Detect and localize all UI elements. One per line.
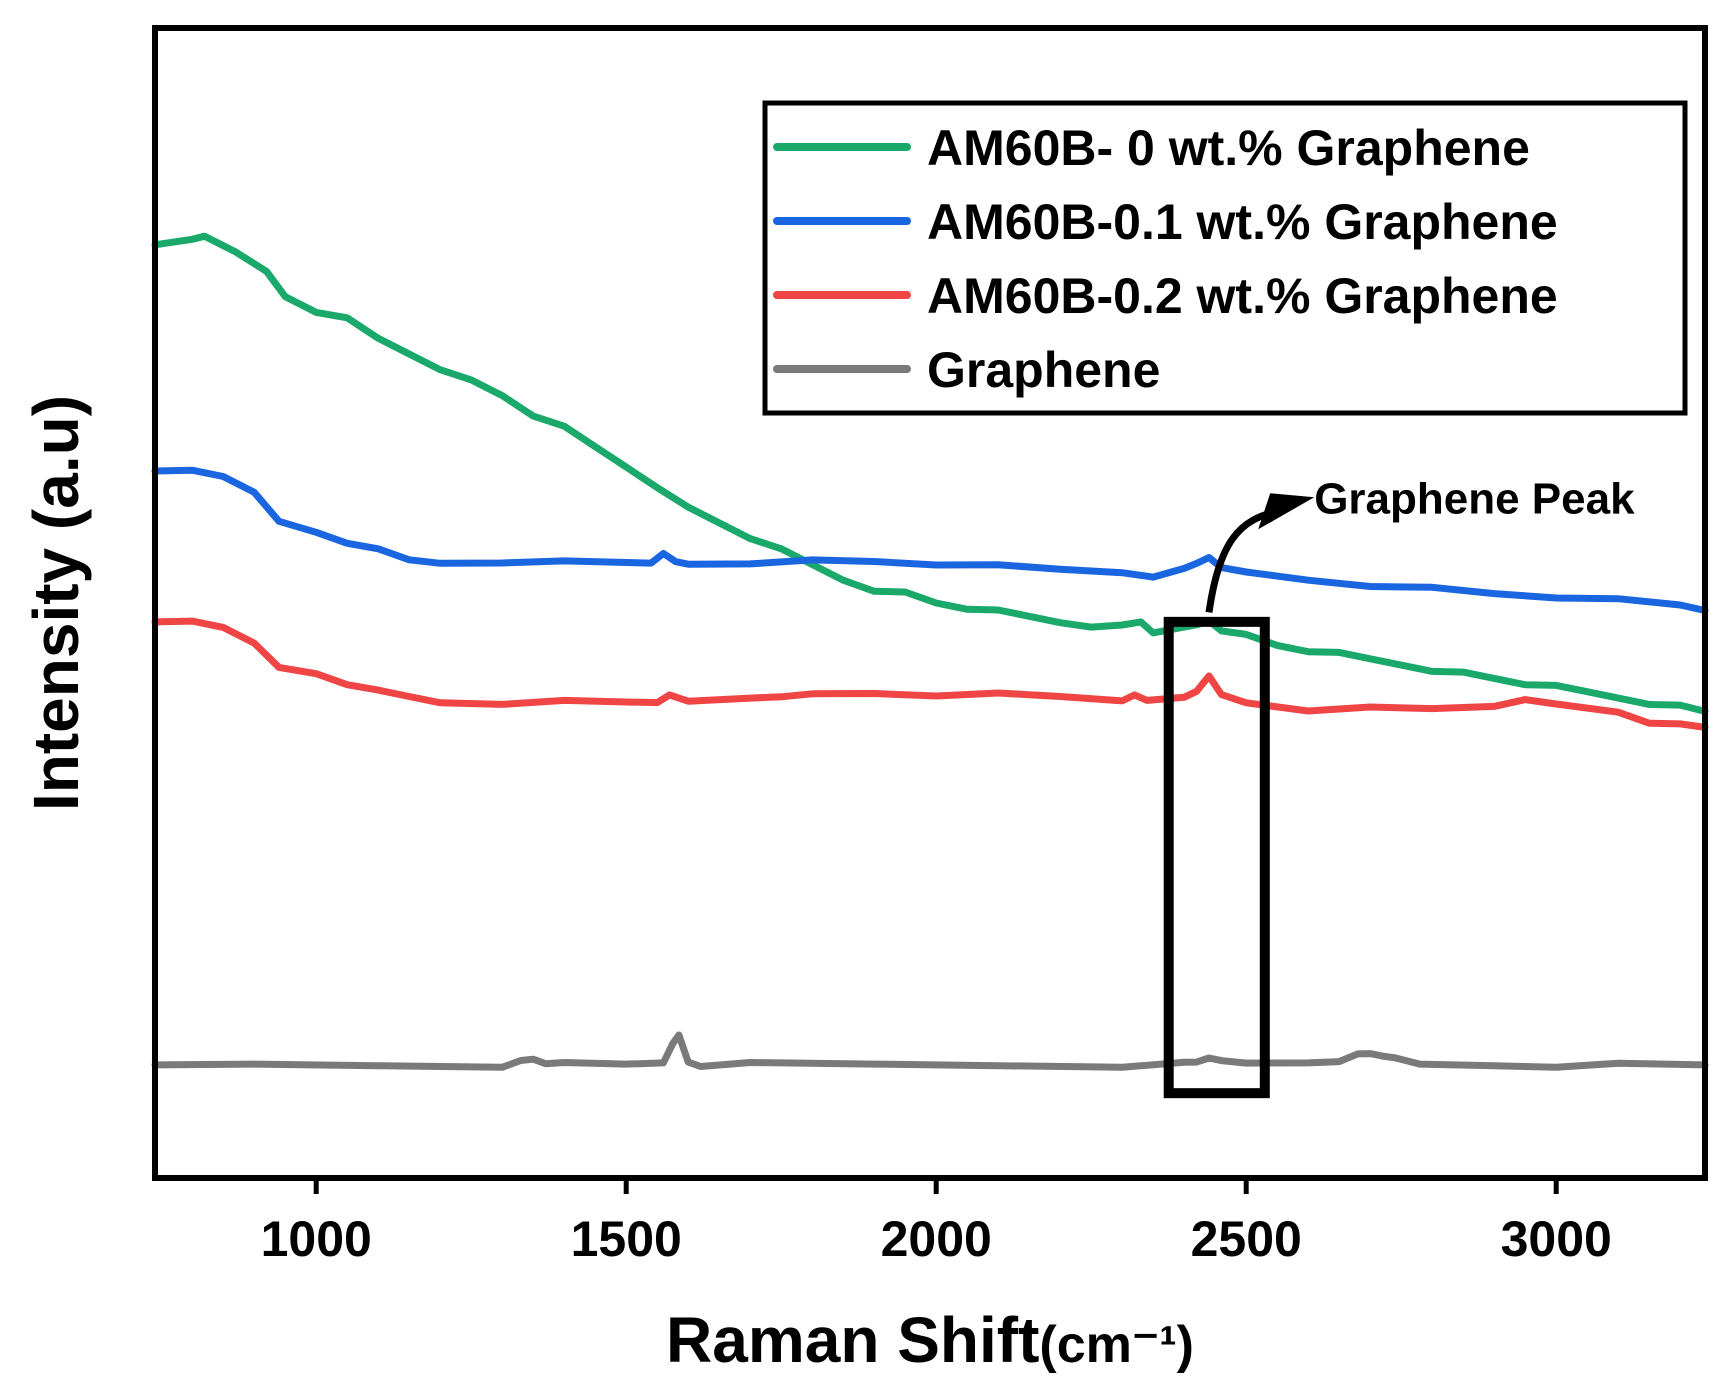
graphene-peak-label: Graphene Peak: [1314, 474, 1635, 523]
x-axis-ticks: 1000 1500 2000 2500 3000: [261, 1178, 1612, 1267]
x-tick-label-0: 1000: [261, 1211, 372, 1267]
plot-frame: [152, 25, 1708, 1181]
y-axis-title: Intensity (a.u): [20, 395, 92, 811]
x-tick-label-3: 2500: [1191, 1211, 1302, 1267]
graphene-peak-box: [1163, 616, 1270, 1099]
x-tick-label-2: 2000: [881, 1211, 992, 1267]
legend: AM60B- 0 wt.% Graphene AM60B-0.1 wt.% Gra…: [762, 100, 1688, 416]
legend-label-0: AM60B- 0 wt.% Graphene: [927, 120, 1530, 176]
series-line-0: [151, 232, 1709, 715]
series-line-1: [151, 466, 1709, 614]
graphene-peak-arrowhead: [1258, 493, 1315, 530]
legend-label-2: AM60B-0.2 wt.% Graphene: [927, 268, 1558, 324]
legend-label-1: AM60B-0.1 wt.% Graphene: [927, 194, 1558, 250]
legend-label-3: Graphene: [927, 342, 1160, 398]
x-axis-title: Raman Shift(cm⁻¹): [666, 1304, 1194, 1376]
x-tick-label-1: 1500: [571, 1211, 682, 1267]
legend-box: [762, 100, 1688, 416]
x-axis-title-main: Raman Shift: [666, 1304, 1039, 1376]
annotation-layer: Graphene Peak: [1163, 474, 1635, 1099]
series-line-2: [151, 617, 1709, 731]
series-line-3: [151, 1031, 1709, 1071]
series-layer: [151, 232, 1709, 1071]
x-tick-label-4: 3000: [1501, 1211, 1612, 1267]
x-axis-title-unit: (cm⁻¹): [1039, 1316, 1194, 1374]
